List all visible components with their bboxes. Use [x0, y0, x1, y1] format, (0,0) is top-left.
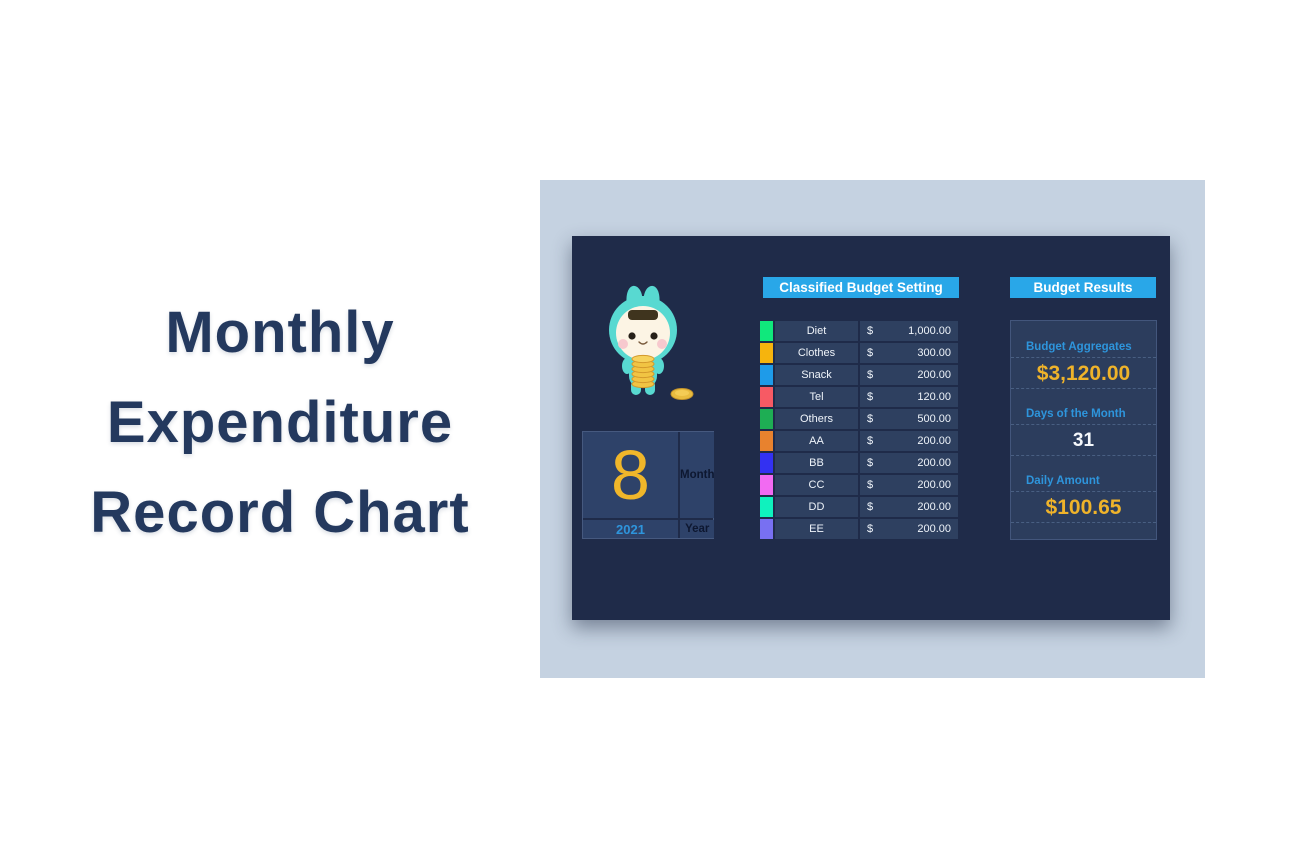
amount-value: 120.00 [917, 391, 951, 403]
result-item: Daily Amount $100.65 [1011, 471, 1156, 523]
budget-row: EE $ 200.00 [760, 519, 958, 539]
result-label: Days of the Month [1011, 404, 1156, 425]
budget-row: Snack $ 200.00 [760, 365, 958, 385]
month-year-box: 8 Month 2021 Year [582, 431, 715, 539]
currency-symbol: $ [867, 435, 874, 447]
category-color-swatch [760, 365, 773, 385]
mascot-illustration [609, 285, 694, 400]
category-color-swatch [760, 431, 773, 451]
amount-cell[interactable]: $ 500.00 [860, 409, 958, 429]
result-value: $100.65 [1011, 492, 1156, 523]
result-item: Budget Aggregates $3,120.00 [1011, 337, 1156, 389]
category-cell[interactable]: BB [775, 453, 858, 473]
result-label: Daily Amount [1011, 471, 1156, 492]
budget-row: CC $ 200.00 [760, 475, 958, 495]
year-label: Year [685, 523, 710, 535]
amount-cell[interactable]: $ 200.00 [860, 475, 958, 495]
budget-results-panel: Budget Aggregates $3,120.00 Days of the … [1010, 320, 1157, 540]
page-title: Monthly Expenditure Record Chart [40, 288, 520, 558]
budget-results-header: Budget Results [1010, 277, 1156, 298]
amount-cell[interactable]: $ 200.00 [860, 431, 958, 451]
month-value-cell[interactable]: 8 [583, 432, 678, 518]
category-cell[interactable]: Diet [775, 321, 858, 341]
category-color-swatch [760, 387, 773, 407]
amount-value: 1,000.00 [908, 325, 951, 337]
result-item: Days of the Month 31 [1011, 404, 1156, 456]
amount-value: 500.00 [917, 413, 951, 425]
category-color-swatch [760, 497, 773, 517]
budget-row: AA $ 200.00 [760, 431, 958, 451]
category-cell[interactable]: Others [775, 409, 858, 429]
amount-cell[interactable]: $ 200.00 [860, 365, 958, 385]
currency-symbol: $ [867, 523, 874, 535]
category-cell[interactable]: DD [775, 497, 858, 517]
result-value: 31 [1011, 425, 1156, 456]
amount-cell[interactable]: $ 300.00 [860, 343, 958, 363]
currency-symbol: $ [867, 457, 874, 469]
year-label-cell: Year [680, 520, 715, 538]
currency-symbol: $ [867, 413, 874, 425]
amount-value: 200.00 [917, 369, 951, 381]
currency-symbol: $ [867, 391, 874, 403]
amount-value: 200.00 [917, 501, 951, 513]
month-value: 8 [611, 436, 650, 514]
category-cell[interactable]: EE [775, 519, 858, 539]
amount-value: 200.00 [917, 479, 951, 491]
page-title-line: Record Chart [90, 480, 470, 545]
category-color-swatch [760, 321, 773, 341]
category-color-swatch [760, 519, 773, 539]
currency-symbol: $ [867, 347, 874, 359]
category-cell[interactable]: CC [775, 475, 858, 495]
budget-table: Diet $ 1,000.00 Clothes $ 300.00 [760, 321, 958, 541]
category-cell[interactable]: Clothes [775, 343, 858, 363]
budget-dashboard: 8 Month 2021 Year Classified Budget Sett… [572, 236, 1170, 620]
month-label: Month [680, 469, 715, 481]
currency-symbol: $ [867, 369, 874, 381]
amount-cell[interactable]: $ 200.00 [860, 453, 958, 473]
budget-row: Others $ 500.00 [760, 409, 958, 429]
currency-symbol: $ [867, 325, 874, 337]
poster-card: 8 Month 2021 Year Classified Budget Sett… [540, 180, 1205, 678]
page-title-line: Monthly [165, 300, 395, 365]
amount-cell[interactable]: $ 120.00 [860, 387, 958, 407]
result-value: $3,120.00 [1011, 358, 1156, 389]
category-cell[interactable]: Tel [775, 387, 858, 407]
amount-value: 200.00 [917, 457, 951, 469]
budget-row: BB $ 200.00 [760, 453, 958, 473]
currency-symbol: $ [867, 501, 874, 513]
month-label-cell: Month [680, 432, 715, 518]
page-title-line: Expenditure [106, 390, 454, 455]
classified-budget-setting-header: Classified Budget Setting [763, 277, 959, 298]
amount-cell[interactable]: $ 200.00 [860, 519, 958, 539]
budget-row: DD $ 200.00 [760, 497, 958, 517]
coin-stack-icon [631, 354, 655, 389]
amount-cell[interactable]: $ 1,000.00 [860, 321, 958, 341]
category-color-swatch [760, 453, 773, 473]
amount-value: 200.00 [917, 523, 951, 535]
amount-cell[interactable]: $ 200.00 [860, 497, 958, 517]
category-color-swatch [760, 343, 773, 363]
coin-icon [670, 388, 694, 400]
year-value-cell[interactable]: 2021 [583, 520, 678, 538]
result-label: Budget Aggregates [1011, 337, 1156, 358]
amount-value: 200.00 [917, 435, 951, 447]
category-color-swatch [760, 409, 773, 429]
budget-row: Diet $ 1,000.00 [760, 321, 958, 341]
budget-row: Clothes $ 300.00 [760, 343, 958, 363]
currency-symbol: $ [867, 479, 874, 491]
budget-row: Tel $ 120.00 [760, 387, 958, 407]
category-color-swatch [760, 475, 773, 495]
amount-value: 300.00 [917, 347, 951, 359]
category-cell[interactable]: Snack [775, 365, 858, 385]
category-cell[interactable]: AA [775, 431, 858, 451]
year-value: 2021 [616, 521, 645, 537]
